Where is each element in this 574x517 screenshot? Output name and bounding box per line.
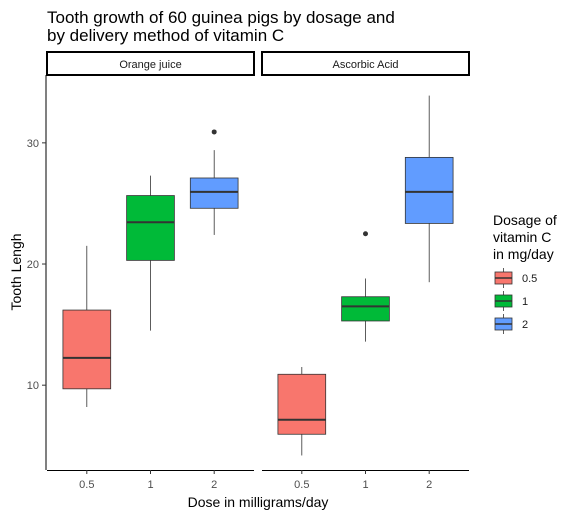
box-dose-1	[341, 231, 390, 342]
legend-title-line-3: in mg/day	[493, 246, 554, 262]
box-dose-0-5	[277, 367, 327, 456]
box-body	[62, 309, 112, 390]
legend-keys: 0.5 1 2	[494, 268, 537, 334]
legend-title-line-1: Dosage of	[493, 212, 557, 228]
box-body	[277, 373, 327, 435]
legend-label: 2	[522, 319, 528, 331]
panel-ascorbic-acid: Ascorbic Acid	[261, 51, 470, 456]
strip-label-ascorbic-acid: Ascorbic Acid	[332, 59, 398, 71]
strip-orange-juice	[46, 51, 255, 76]
plot-area-orange-juice	[62, 129, 239, 407]
y-axis: 10 20 30	[27, 75, 47, 470]
outlier-point	[211, 129, 217, 135]
x-axis-ascorbic-acid: 0.5 1 2	[262, 470, 469, 491]
legend-label: 0.5	[522, 273, 537, 285]
box-body	[404, 156, 454, 224]
box-dose-2	[189, 129, 239, 235]
panel-orange-juice: Orange juice	[46, 51, 255, 407]
box-body	[341, 296, 390, 322]
legend-label: 1	[522, 296, 528, 308]
legend: Dosage of vitamin C in mg/day 0.5 1 2	[493, 212, 557, 334]
box-dose-1	[126, 175, 175, 331]
y-tick-label: 30	[27, 138, 39, 150]
plot-area-ascorbic-acid	[277, 95, 454, 456]
y-axis-title: Tooth Lengh	[8, 233, 24, 310]
x-axis-orange-juice: 0.5 1 2	[47, 470, 254, 491]
box-dose-0-5	[62, 245, 112, 407]
legend-title-line-2: vitamin C	[493, 229, 551, 245]
chart-title-line-1: Tooth growth of 60 guinea pigs by dosage…	[47, 8, 395, 27]
x-tick-label: 1	[362, 479, 368, 491]
legend-key-2: 2	[494, 314, 528, 334]
x-tick-label: 0.5	[79, 479, 94, 491]
x-tick-label: 1	[147, 479, 153, 491]
strip-ascorbic-acid	[261, 51, 470, 76]
outlier-point	[363, 231, 368, 237]
y-tick-label: 10	[27, 380, 39, 392]
chart-title-line-2: by delivery method of vitamin C	[47, 26, 284, 45]
box-body	[126, 195, 175, 261]
x-tick-label: 2	[211, 479, 217, 491]
box-dose-2	[404, 95, 454, 283]
strip-label-orange-juice: Orange juice	[119, 59, 181, 71]
legend-key-0-5: 0.5	[494, 268, 537, 288]
x-tick-label: 0.5	[294, 479, 309, 491]
legend-key-1: 1	[494, 291, 528, 311]
x-tick-label: 2	[426, 479, 432, 491]
x-axis-title: Dose in milligrams/day	[188, 494, 329, 510]
y-tick-label: 20	[27, 259, 39, 271]
box-body	[189, 177, 239, 209]
